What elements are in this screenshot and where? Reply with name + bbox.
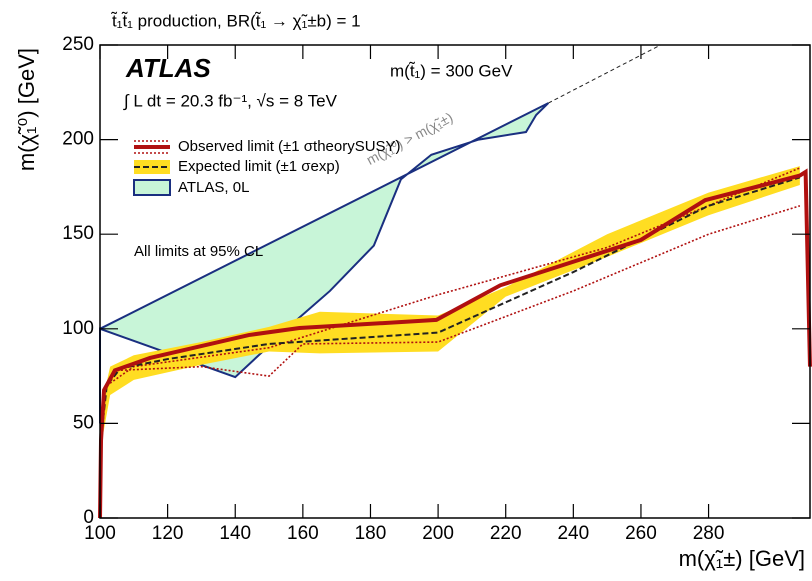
x-axis-label: m(χ̃₁±) [GeV] (679, 546, 805, 571)
luminosity: ∫ L dt = 20.3 fb⁻¹, √s = 8 TeV (123, 91, 338, 110)
legend-label: ATLAS, 0L (178, 179, 249, 196)
y-tick-label: 50 (73, 412, 94, 433)
series-thin-dashed (548, 44, 661, 104)
frame (99, 44, 811, 519)
x-tick-label: 120 (152, 523, 184, 544)
series-thick (98, 168, 812, 519)
y-tick-label: 150 (62, 223, 94, 244)
legend-label: Observed limit (±1 σtheorySUSY) (178, 138, 401, 155)
legend-label: Expected limit (±1 σexp) (178, 158, 340, 175)
y-tick-label: 200 (62, 129, 94, 150)
x-tick-label: 160 (287, 523, 319, 544)
x-tick-label: 220 (490, 523, 522, 544)
chart-title: t̃₁t̃₁ production, BR(t̃₁ → χ̃₁±b) = 1 (110, 11, 360, 30)
x-tick-label: 100 (84, 523, 116, 544)
x-tick-label: 200 (422, 523, 454, 544)
y-tick-label: 250 (62, 34, 94, 55)
y-tick-label: 0 (83, 507, 94, 528)
legend: Observed limit (±1 σtheorySUSY) Expected… (133, 138, 401, 196)
legend-swatch (133, 179, 171, 196)
series-dotted (116, 205, 801, 377)
cl-note: All limits at 95% CL (134, 243, 263, 260)
mass-note: m(t̃₁) = 300 GeV (390, 61, 513, 80)
x-tick-label: 240 (557, 523, 589, 544)
x-tick-label: 140 (219, 523, 251, 544)
plot-area (98, 44, 812, 519)
y-tick-label: 100 (62, 318, 94, 339)
series-band (101, 166, 800, 443)
x-tick-label: 280 (693, 523, 725, 544)
series-dotted (106, 167, 801, 387)
y-axis-label: m(χ̃₁⁰) [GeV] (14, 48, 39, 171)
x-tick-label: 180 (355, 523, 387, 544)
x-tick-label: 260 (625, 523, 657, 544)
